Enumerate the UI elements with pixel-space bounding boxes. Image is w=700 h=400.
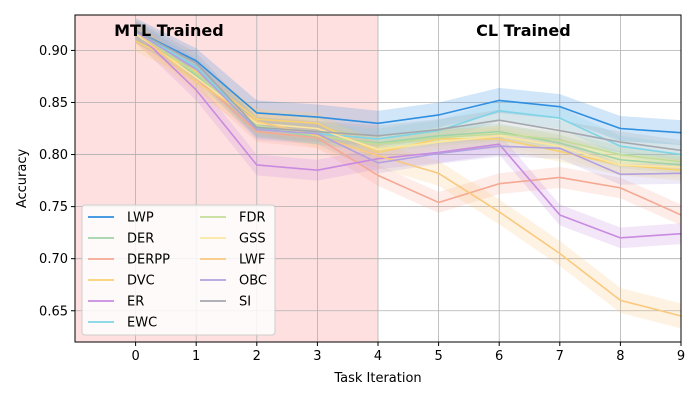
region-label: CL Trained (476, 21, 571, 40)
y-axis-label: Accuracy (15, 149, 30, 209)
series-line-derpp (135, 32, 682, 216)
legend-label: LWP (127, 211, 154, 226)
y-tick-label: 0.80 (39, 148, 68, 163)
legend-box (81, 204, 276, 336)
legend-label: DER (127, 232, 154, 247)
legend-label: SI (239, 295, 251, 310)
series-line-si (135, 29, 682, 152)
series-line-lwp (135, 29, 682, 134)
axis-ticks: 0 1 2 3 4 5 6 7 8 9 0.65 0.70 0.75 0.80 0.85 0.90 (39, 44, 685, 364)
y-tick-label: 0.85 (39, 96, 68, 111)
series-line-er (135, 31, 682, 239)
series-lines (135, 29, 682, 317)
x-tick-label: 5 (434, 349, 442, 364)
series-line-obc (135, 30, 682, 176)
legend-label: DERPP (127, 253, 170, 268)
band-der (135, 23, 682, 174)
x-tick-label: 6 (495, 349, 503, 364)
x-tick-label: 1 (192, 349, 200, 364)
x-tick-label: 3 (313, 349, 321, 364)
legend-label: ER (127, 295, 144, 310)
legend-label: FDR (239, 211, 266, 226)
x-tick-label: 0 (131, 349, 139, 364)
x-tick-label: 4 (374, 349, 382, 364)
legend-label: DVC (127, 274, 155, 289)
band-derpp (135, 22, 682, 226)
legend: LWP DER DERPP DVC ER EWC FDR GSS LWF OBC SI (81, 204, 276, 336)
legend-label: EWC (127, 316, 157, 331)
x-tick-label: 2 (253, 349, 261, 364)
legend-label: LWF (239, 253, 265, 268)
band-lwf (135, 19, 682, 329)
series-line-ewc (135, 29, 682, 156)
region-label: MTL Trained (114, 21, 224, 40)
legend-label: OBC (239, 274, 267, 289)
legend-label: GSS (239, 232, 266, 247)
y-tick-label: 0.65 (39, 304, 68, 319)
x-tick-label: 8 (616, 349, 624, 364)
band-er (135, 21, 682, 249)
x-tick-label: 7 (556, 349, 564, 364)
x-axis-label: Task Iteration (333, 371, 421, 386)
y-tick-label: 0.75 (39, 200, 68, 215)
y-tick-label: 0.90 (39, 44, 68, 59)
y-tick-label: 0.70 (39, 252, 68, 267)
series-line-lwf (135, 31, 682, 317)
x-tick-label: 9 (677, 349, 685, 364)
region-labels: MTL Trained CL Trained (114, 21, 571, 40)
